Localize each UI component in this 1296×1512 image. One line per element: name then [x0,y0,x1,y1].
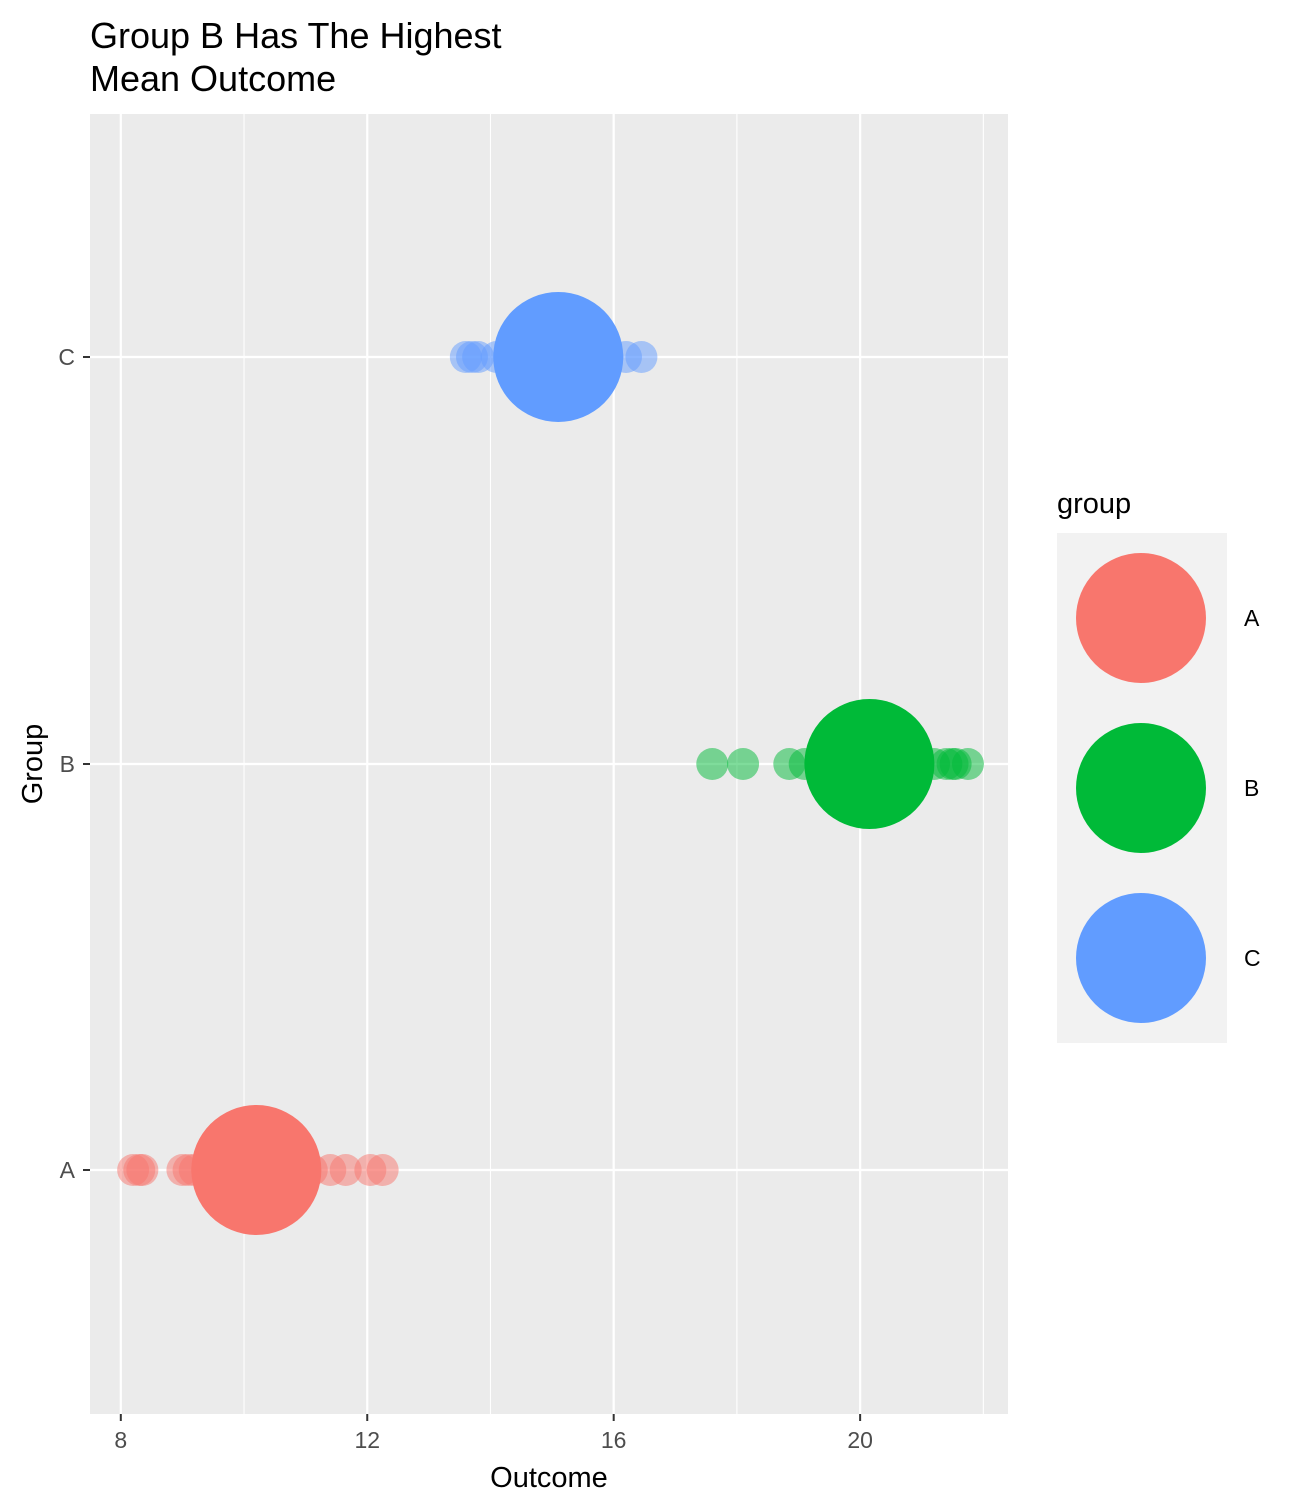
legend-label-c: C [1244,945,1261,971]
legend: group A B C [1057,488,1261,1043]
x-tick-label: 12 [354,1427,380,1453]
y-axis: A B C [58,344,90,1183]
mean-point-a [191,1105,322,1235]
data-point-b [951,748,984,780]
y-tick-label: C [58,344,75,370]
legend-key-c [1076,893,1206,1023]
legend-label-b: B [1244,775,1259,801]
data-point-a [329,1154,362,1186]
means-layer [191,292,935,1235]
legend-key-b [1076,723,1206,853]
x-axis: 8 12 16 20 [114,1414,873,1453]
data-point-b [696,748,729,780]
chart-title-line-1: Group B Has The Highest [90,15,502,56]
data-point-a [366,1154,399,1186]
data-point-a [126,1154,159,1186]
x-axis-title: Outcome [490,1462,608,1494]
chart-title-line-2: Mean Outcome [90,58,337,99]
mean-point-c [493,292,624,422]
chart-title: Group B Has The Highest Mean Outcome [90,14,502,100]
legend-title: group [1057,488,1131,520]
data-point-c [625,341,658,373]
x-tick-label: 16 [601,1427,627,1453]
data-point-b [727,748,760,780]
y-tick-label: A [60,1157,76,1183]
mean-point-b [804,699,935,829]
legend-label-a: A [1244,605,1260,631]
x-tick-label: 8 [114,1427,127,1453]
y-tick-label: B [60,751,75,777]
legend-key-a [1076,553,1206,683]
y-axis-title: Group [17,724,49,805]
x-tick-label: 20 [847,1427,873,1453]
